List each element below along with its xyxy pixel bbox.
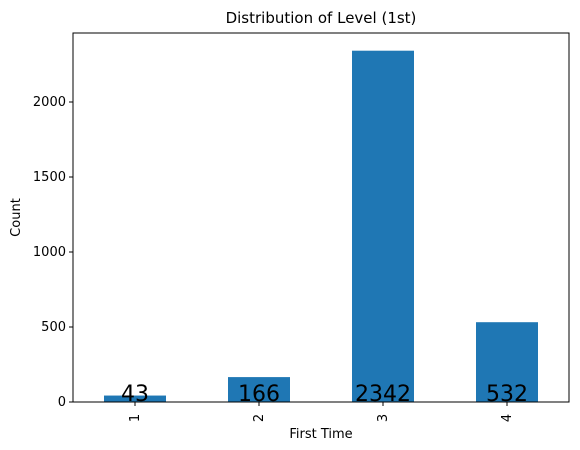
y-tick-label-1000: 1000 [33, 245, 66, 260]
x-tick-label-2: 2 [252, 414, 267, 422]
x-tick-label-1: 1 [128, 414, 143, 422]
y-tick-label-2000: 2000 [33, 95, 66, 110]
y-tick-label-500: 500 [41, 320, 66, 335]
y-axis-label: Count [9, 198, 24, 237]
chart-title: Distribution of Level (1st) [226, 9, 417, 27]
x-axis-label: First Time [289, 427, 352, 442]
x-tick-label-4: 4 [500, 414, 515, 422]
y-axis: 0 500 1000 1500 2000 [33, 95, 73, 410]
x-tick-label-3: 3 [376, 414, 391, 422]
y-tick-label-1500: 1500 [33, 170, 66, 185]
bar-2 [228, 377, 290, 402]
bar-3 [352, 50, 414, 402]
plot-frame [72, 32, 570, 403]
bar-1 [104, 395, 166, 402]
bar-4 [476, 322, 538, 402]
bars-group [104, 50, 538, 402]
x-axis: 1 2 3 4 [128, 402, 515, 422]
y-tick-label-0: 0 [58, 395, 66, 410]
